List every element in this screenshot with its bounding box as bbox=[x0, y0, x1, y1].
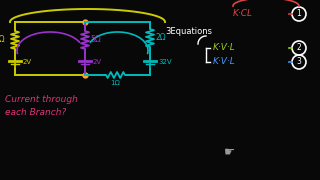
Text: 3: 3 bbox=[297, 57, 301, 66]
Text: 5Ω: 5Ω bbox=[90, 35, 101, 44]
Text: 2: 2 bbox=[297, 44, 301, 53]
Text: 32V: 32V bbox=[158, 60, 172, 66]
Text: K·V·L: K·V·L bbox=[213, 44, 236, 53]
Text: 1Ω: 1Ω bbox=[111, 80, 120, 86]
Text: 2Ω: 2Ω bbox=[156, 33, 167, 42]
Text: K·CL: K·CL bbox=[233, 10, 253, 19]
Text: 2V: 2V bbox=[93, 60, 102, 66]
Text: K·V·L: K·V·L bbox=[213, 57, 236, 66]
Text: ☛: ☛ bbox=[224, 145, 236, 159]
Text: 1Ω: 1Ω bbox=[0, 35, 5, 44]
Text: 1: 1 bbox=[297, 10, 301, 19]
Text: 2V: 2V bbox=[23, 60, 32, 66]
Text: 3Equations: 3Equations bbox=[165, 28, 212, 37]
Text: Current through
each Branch?: Current through each Branch? bbox=[5, 95, 78, 117]
